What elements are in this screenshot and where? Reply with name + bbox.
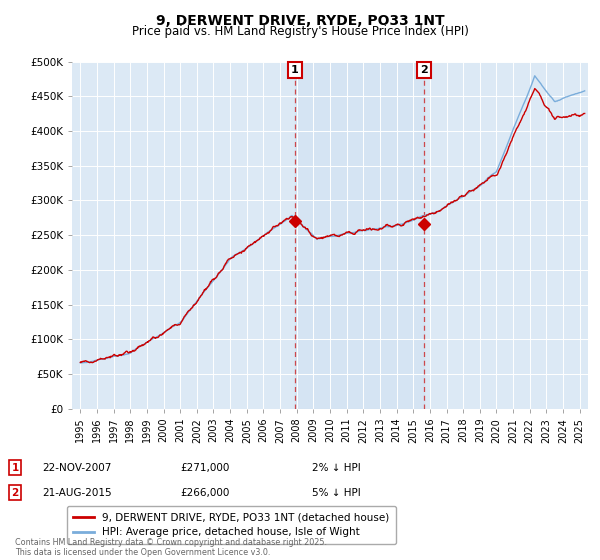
Text: 22-NOV-2007: 22-NOV-2007 bbox=[42, 463, 112, 473]
Text: 5% ↓ HPI: 5% ↓ HPI bbox=[312, 488, 361, 498]
Text: £271,000: £271,000 bbox=[180, 463, 229, 473]
Text: 21-AUG-2015: 21-AUG-2015 bbox=[42, 488, 112, 498]
Text: 1: 1 bbox=[11, 463, 19, 473]
Text: 2: 2 bbox=[11, 488, 19, 498]
Text: 2: 2 bbox=[420, 65, 428, 75]
Text: Price paid vs. HM Land Registry's House Price Index (HPI): Price paid vs. HM Land Registry's House … bbox=[131, 25, 469, 38]
Text: £266,000: £266,000 bbox=[180, 488, 229, 498]
Text: Contains HM Land Registry data © Crown copyright and database right 2025.
This d: Contains HM Land Registry data © Crown c… bbox=[15, 538, 327, 557]
Text: 1: 1 bbox=[291, 65, 299, 75]
Bar bbox=[295, 62, 424, 409]
Text: 2% ↓ HPI: 2% ↓ HPI bbox=[312, 463, 361, 473]
Legend: 9, DERWENT DRIVE, RYDE, PO33 1NT (detached house), HPI: Average price, detached : 9, DERWENT DRIVE, RYDE, PO33 1NT (detach… bbox=[67, 506, 396, 544]
Text: 9, DERWENT DRIVE, RYDE, PO33 1NT: 9, DERWENT DRIVE, RYDE, PO33 1NT bbox=[155, 14, 445, 28]
